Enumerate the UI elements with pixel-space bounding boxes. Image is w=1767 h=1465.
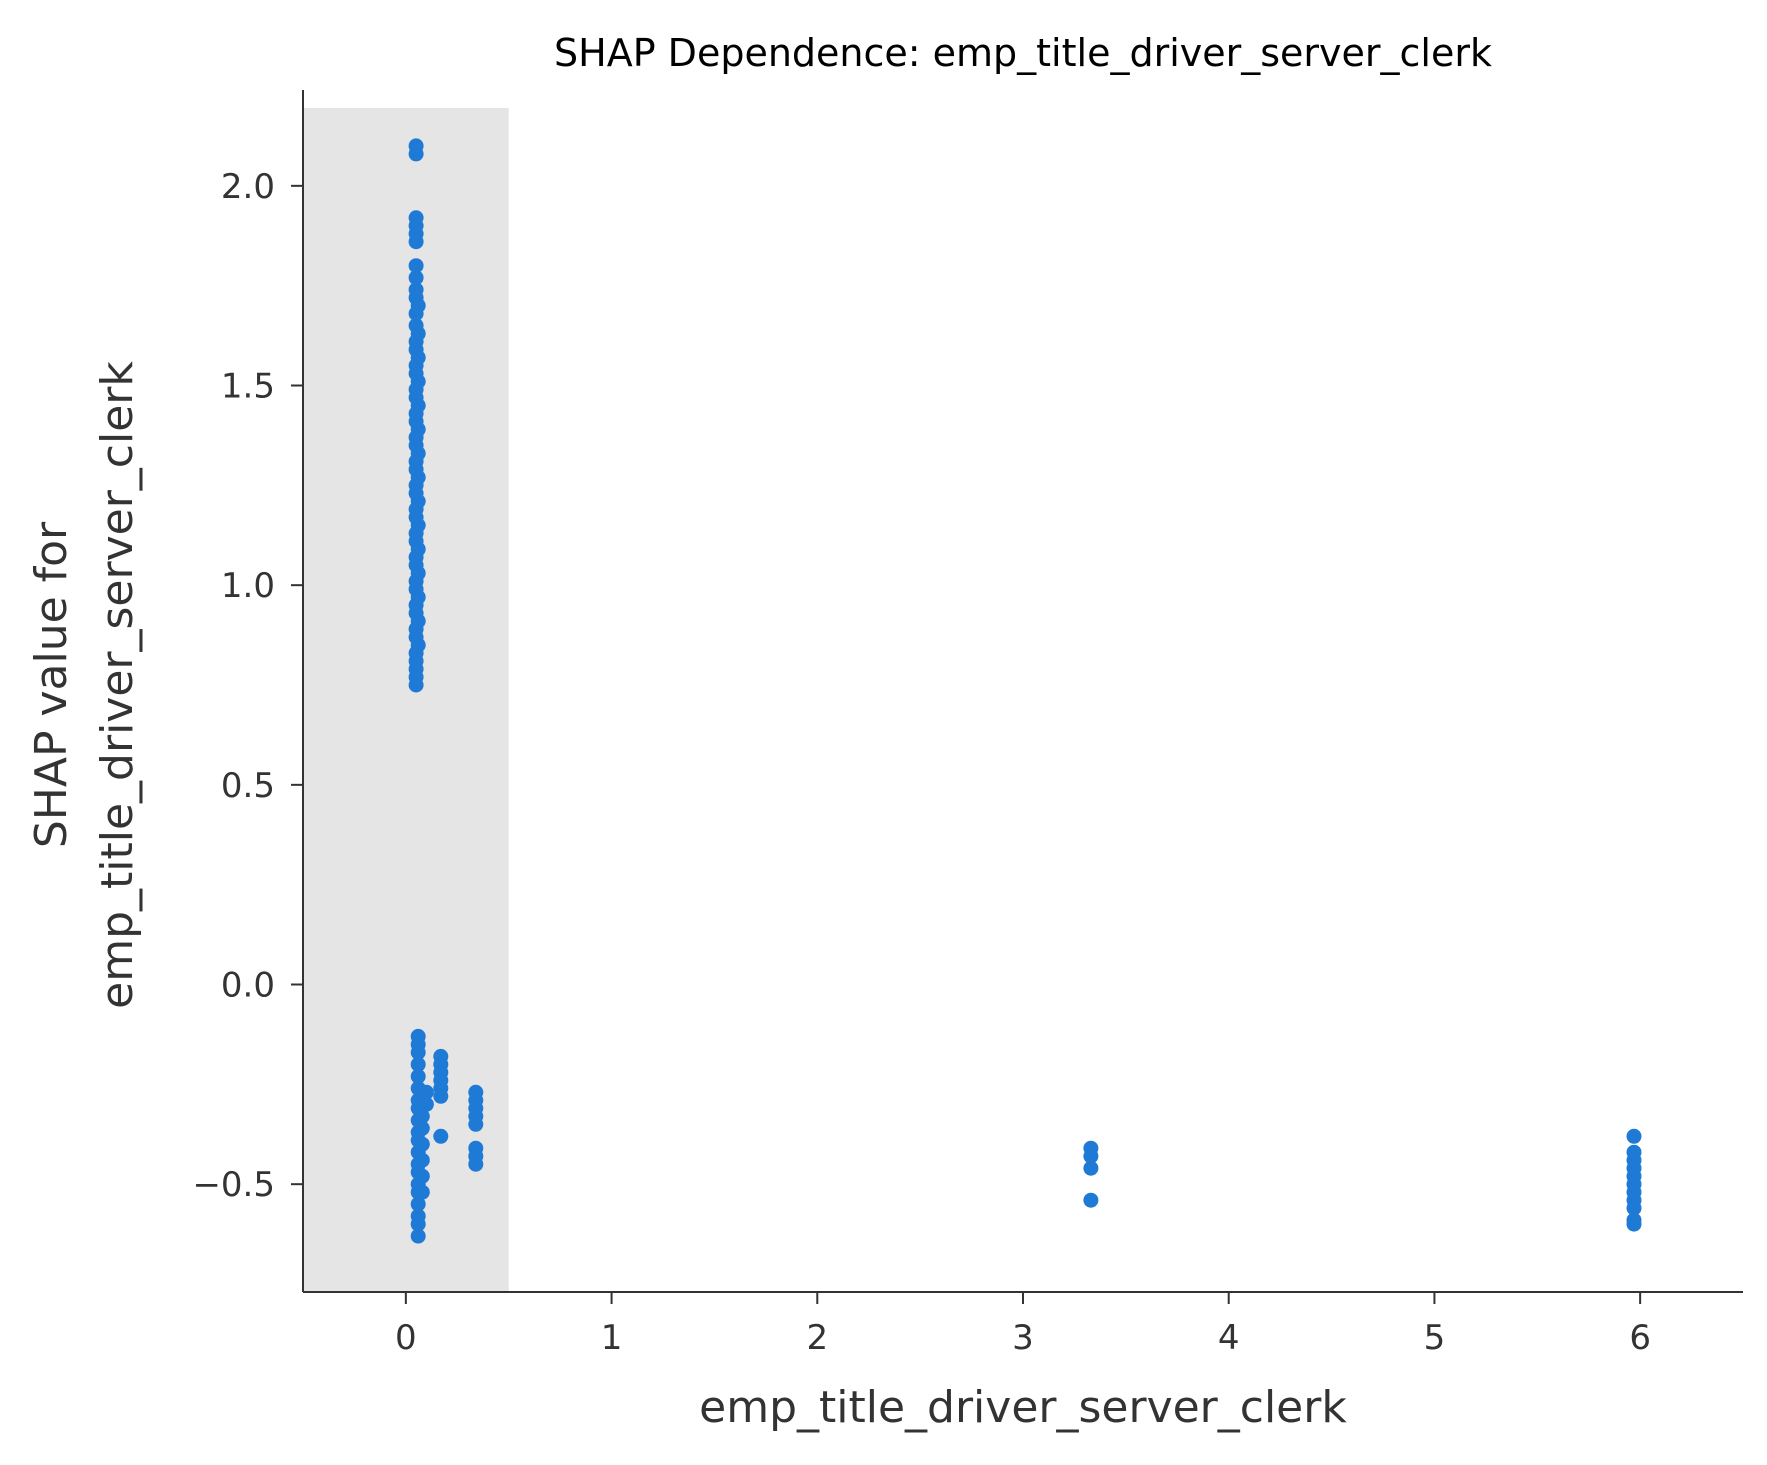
scatter-point xyxy=(410,1068,426,1084)
x-tick-label: 2 xyxy=(806,1318,828,1358)
scatter-point xyxy=(414,1120,430,1136)
scatter-point xyxy=(408,234,424,250)
y-tick-label: 2.0 xyxy=(221,167,275,207)
scatter-point xyxy=(1083,1192,1099,1208)
y-tick-label: 0.5 xyxy=(221,766,275,806)
y-axis-ticks: −0.5 0.0 0.5 1.0 1.5 2.0 xyxy=(192,167,303,1205)
scatter-point xyxy=(410,1196,426,1212)
scatter-point xyxy=(408,306,424,322)
x-tick-label: 5 xyxy=(1424,1318,1446,1358)
scatter-point xyxy=(414,1108,430,1124)
scatter-point xyxy=(433,1128,449,1144)
scatter-point xyxy=(410,1216,426,1232)
scatter-point xyxy=(410,1056,426,1072)
y-tick-label: −0.5 xyxy=(192,1165,275,1205)
scatter-point xyxy=(408,258,424,274)
scatter-point xyxy=(1083,1148,1099,1164)
scatter-point xyxy=(468,1156,484,1172)
y-axis-label-line1: SHAP value for xyxy=(26,521,77,848)
scatter-point xyxy=(414,1184,430,1200)
y-tick-label: 1.0 xyxy=(221,566,275,606)
y-axis-label-line2: emp_title_driver_server_clerk xyxy=(92,361,143,1009)
x-tick-label: 1 xyxy=(601,1318,623,1358)
scatter-point xyxy=(1083,1160,1099,1176)
chart-title: SHAP Dependence: emp_title_driver_server… xyxy=(554,31,1492,75)
scatter-point xyxy=(408,146,424,162)
x-tick-label: 0 xyxy=(395,1318,417,1358)
scatter-points xyxy=(408,138,1642,1244)
y-tick-label: 0.0 xyxy=(221,966,275,1006)
scatter-point xyxy=(414,1168,430,1184)
scatter-point xyxy=(410,1228,426,1244)
x-axis-ticks: 0 1 2 3 4 5 6 xyxy=(395,1292,1651,1358)
scatter-point xyxy=(1626,1200,1642,1216)
x-tick-label: 4 xyxy=(1218,1318,1240,1358)
scatter-point xyxy=(408,677,424,693)
scatter-point xyxy=(1626,1128,1642,1144)
scatter-point xyxy=(1626,1216,1642,1232)
y-tick-label: 1.5 xyxy=(221,367,275,407)
scatter-point xyxy=(408,270,424,286)
scatter-point xyxy=(433,1088,449,1104)
x-axis-label: emp_title_driver_server_clerk xyxy=(699,1382,1347,1433)
scatter-point xyxy=(414,1136,430,1152)
scatter-point xyxy=(418,1084,434,1100)
scatter-point xyxy=(410,1044,426,1060)
x-tick-label: 6 xyxy=(1629,1318,1651,1358)
x-tick-label: 3 xyxy=(1012,1318,1034,1358)
axes xyxy=(302,90,1743,1293)
scatter-point xyxy=(414,1152,430,1168)
scatter-point xyxy=(418,1096,434,1112)
scatter-point xyxy=(468,1116,484,1132)
